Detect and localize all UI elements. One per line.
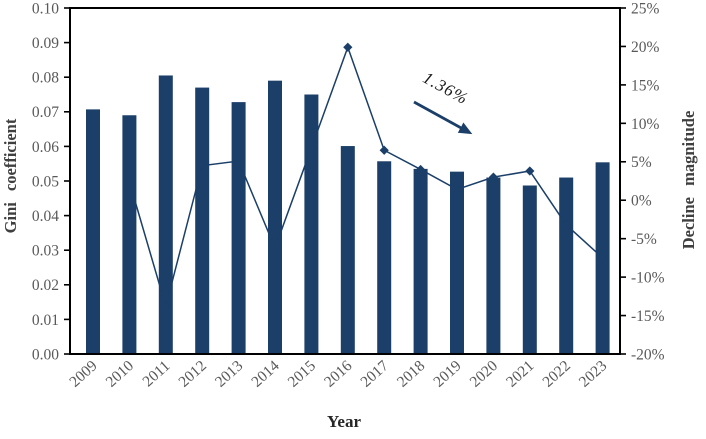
- bar-2019: [450, 171, 464, 354]
- x-tick-label-2022: 2022: [539, 357, 573, 390]
- line-marker-2012: [197, 161, 207, 171]
- x-tick-label-2017: 2017: [357, 357, 392, 391]
- bar-2017: [377, 161, 392, 354]
- bar-2013: [231, 102, 246, 354]
- plot-area: 0.00 0.01 0.02 0.03 0.04 0.05 0.06 0.07 0.08 0.09…: [32, 0, 665, 390]
- x-tick-label-2018: 2018: [394, 357, 429, 391]
- bar-2016: [340, 146, 355, 354]
- line-marker-2023: [598, 253, 608, 263]
- y-right-tick-label: 20%: [631, 39, 660, 56]
- x-tick-label-2013: 2013: [212, 357, 247, 391]
- y-left-tick-label: 0.10: [32, 0, 59, 17]
- x-tick-label-2012: 2012: [175, 357, 209, 390]
- y-right-tick-label: 0%: [631, 193, 652, 210]
- line-marker-2020: [488, 172, 498, 182]
- y-left-tick-label: 0.00: [32, 346, 59, 363]
- bar-2012: [195, 87, 210, 354]
- y-left-tick-label: 0.05: [32, 173, 59, 190]
- annotation-group: 1.36%: [413, 68, 473, 135]
- line-marker-2018: [416, 164, 426, 175]
- y-left-tick-label: 0.07: [32, 104, 59, 121]
- line-marker-2015: [306, 143, 316, 153]
- line-marker-2017: [379, 145, 389, 155]
- x-tick-label-2011: 2011: [139, 357, 173, 390]
- bar-2018: [413, 168, 428, 354]
- line-marker-2019: [452, 184, 462, 195]
- bar-2010: [122, 115, 137, 354]
- y-right-tick-label: 25%: [631, 0, 660, 17]
- y-left-tick-label: 0.01: [32, 312, 59, 329]
- y-right-tick-label: 5%: [631, 154, 652, 171]
- y-left-tick-label: 0.06: [32, 139, 59, 156]
- bar-2020: [486, 177, 501, 354]
- x-tick-label-2015: 2015: [285, 357, 320, 391]
- x-tick-label-2016: 2016: [321, 357, 356, 391]
- x-tick-label-2014: 2014: [248, 357, 283, 391]
- x-tick-label-2019: 2019: [430, 357, 465, 391]
- y-right-tick-label: -15%: [631, 308, 665, 325]
- line-marker-2021: [525, 166, 535, 176]
- bar-2014: [268, 80, 282, 354]
- right-axis-title: Decline magnitude: [679, 111, 698, 250]
- y-left-tick-label: 0.04: [32, 208, 59, 225]
- bar-2021: [522, 185, 537, 354]
- plot-frame: [69, 7, 621, 355]
- line-marker-2011: [161, 301, 171, 311]
- x-tick-label-2009: 2009: [66, 357, 101, 391]
- y-right-tick-label: -20%: [631, 346, 665, 363]
- x-tick-label-2021: 2021: [503, 357, 537, 390]
- y-right-tick-label: 15%: [631, 77, 660, 94]
- x-tick-label-2010: 2010: [103, 357, 138, 391]
- line-marker-2013: [234, 156, 244, 166]
- y-left-tick-label: 0.08: [32, 70, 59, 87]
- y-left-tick-label: 0.03: [32, 243, 59, 260]
- x-axis-title: Year: [327, 412, 361, 431]
- y-right-tick-label: -5%: [631, 231, 657, 248]
- annotation-arrow: [413, 100, 473, 135]
- y-right-tick-label: 10%: [631, 116, 660, 133]
- x-tick-label-2023: 2023: [576, 357, 611, 391]
- bar-2022: [559, 177, 574, 354]
- decline-line: [128, 44, 604, 310]
- annotation-label: 1.36%: [420, 68, 472, 108]
- bar-2011: [158, 75, 173, 354]
- line-marker-2022: [561, 220, 571, 230]
- y-left-tick-label: 0.02: [32, 277, 59, 294]
- line-marker-2010: [124, 177, 134, 187]
- line-marker-2016: [343, 42, 353, 52]
- x-tick-label-2020: 2020: [467, 357, 502, 391]
- y-left-tick-label: 0.09: [32, 35, 59, 52]
- line-marker-2014: [270, 243, 280, 253]
- y-right-tick-label: -10%: [631, 270, 665, 287]
- left-axis-title: Gini coefficient: [1, 118, 20, 233]
- bar-2009: [86, 109, 100, 355]
